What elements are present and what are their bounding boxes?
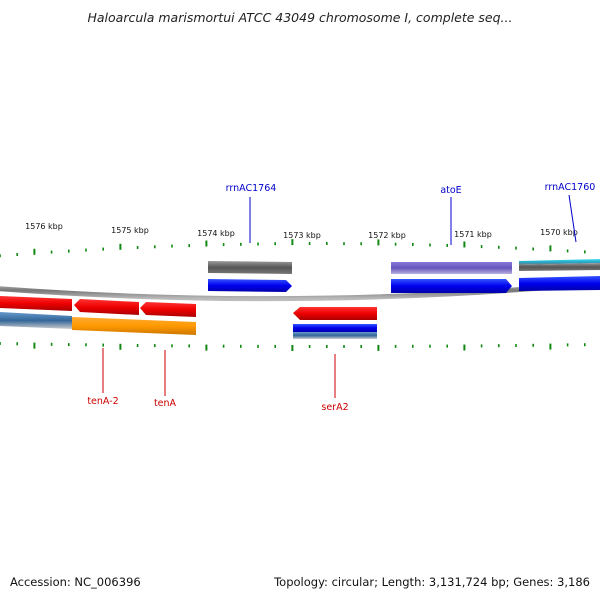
gene-tenA-orange[interactable] bbox=[72, 317, 196, 335]
tick-label: 1576 kbp bbox=[25, 222, 63, 231]
gene-atoE-cds[interactable] bbox=[391, 279, 512, 293]
tick-label: 1571 kbp bbox=[454, 230, 492, 239]
gene-label-tenA[interactable]: tenA bbox=[154, 398, 177, 409]
gene-label-atoE[interactable]: atoE bbox=[440, 185, 461, 196]
gene-label-rrnAC1760[interactable]: rrnAC1760 bbox=[545, 182, 596, 193]
tick-marks-top bbox=[0, 239, 586, 258]
gene-left-red[interactable] bbox=[0, 296, 72, 311]
map-title: Haloarcula marismortui ATCC 43049 chromo… bbox=[87, 10, 513, 25]
gene-label-rrnAC1764[interactable]: rrnAC1764 bbox=[226, 183, 277, 194]
gene-serA2-red[interactable] bbox=[293, 307, 377, 320]
gene-rrnAC1764-top[interactable] bbox=[208, 261, 292, 274]
tick-label: 1573 kbp bbox=[283, 231, 321, 240]
leader-line bbox=[568, 194, 577, 243]
gene-left-steel[interactable] bbox=[0, 312, 72, 329]
gene-serA2-blue[interactable] bbox=[293, 324, 377, 332]
gene-tenA-2-red[interactable] bbox=[74, 299, 139, 315]
tick-label: 1574 kbp bbox=[197, 229, 235, 238]
gene-atoE-top[interactable] bbox=[391, 262, 512, 274]
topology-text: Topology: circular; Length: 3,131,724 bp… bbox=[274, 575, 590, 589]
gene-rrnAC1764-cds[interactable] bbox=[208, 279, 292, 292]
tick-marks-bottom bbox=[0, 342, 586, 351]
gene-rrnAC1760-top-shade bbox=[519, 263, 600, 271]
tick-label: 1575 kbp bbox=[111, 226, 149, 235]
gene-tenA-red[interactable] bbox=[140, 302, 196, 317]
gene-label-tenA-2[interactable]: tenA-2 bbox=[87, 396, 118, 407]
tick-label: 1572 kbp bbox=[368, 231, 406, 240]
gene-label-serA2[interactable]: serA2 bbox=[321, 402, 348, 413]
gene-serA2-steel[interactable] bbox=[293, 332, 377, 339]
gene-rrnAC1760-cds[interactable] bbox=[519, 276, 600, 291]
accession-text: Accession: NC_006396 bbox=[10, 575, 141, 589]
tick-label: 1570 kbp bbox=[540, 228, 578, 237]
